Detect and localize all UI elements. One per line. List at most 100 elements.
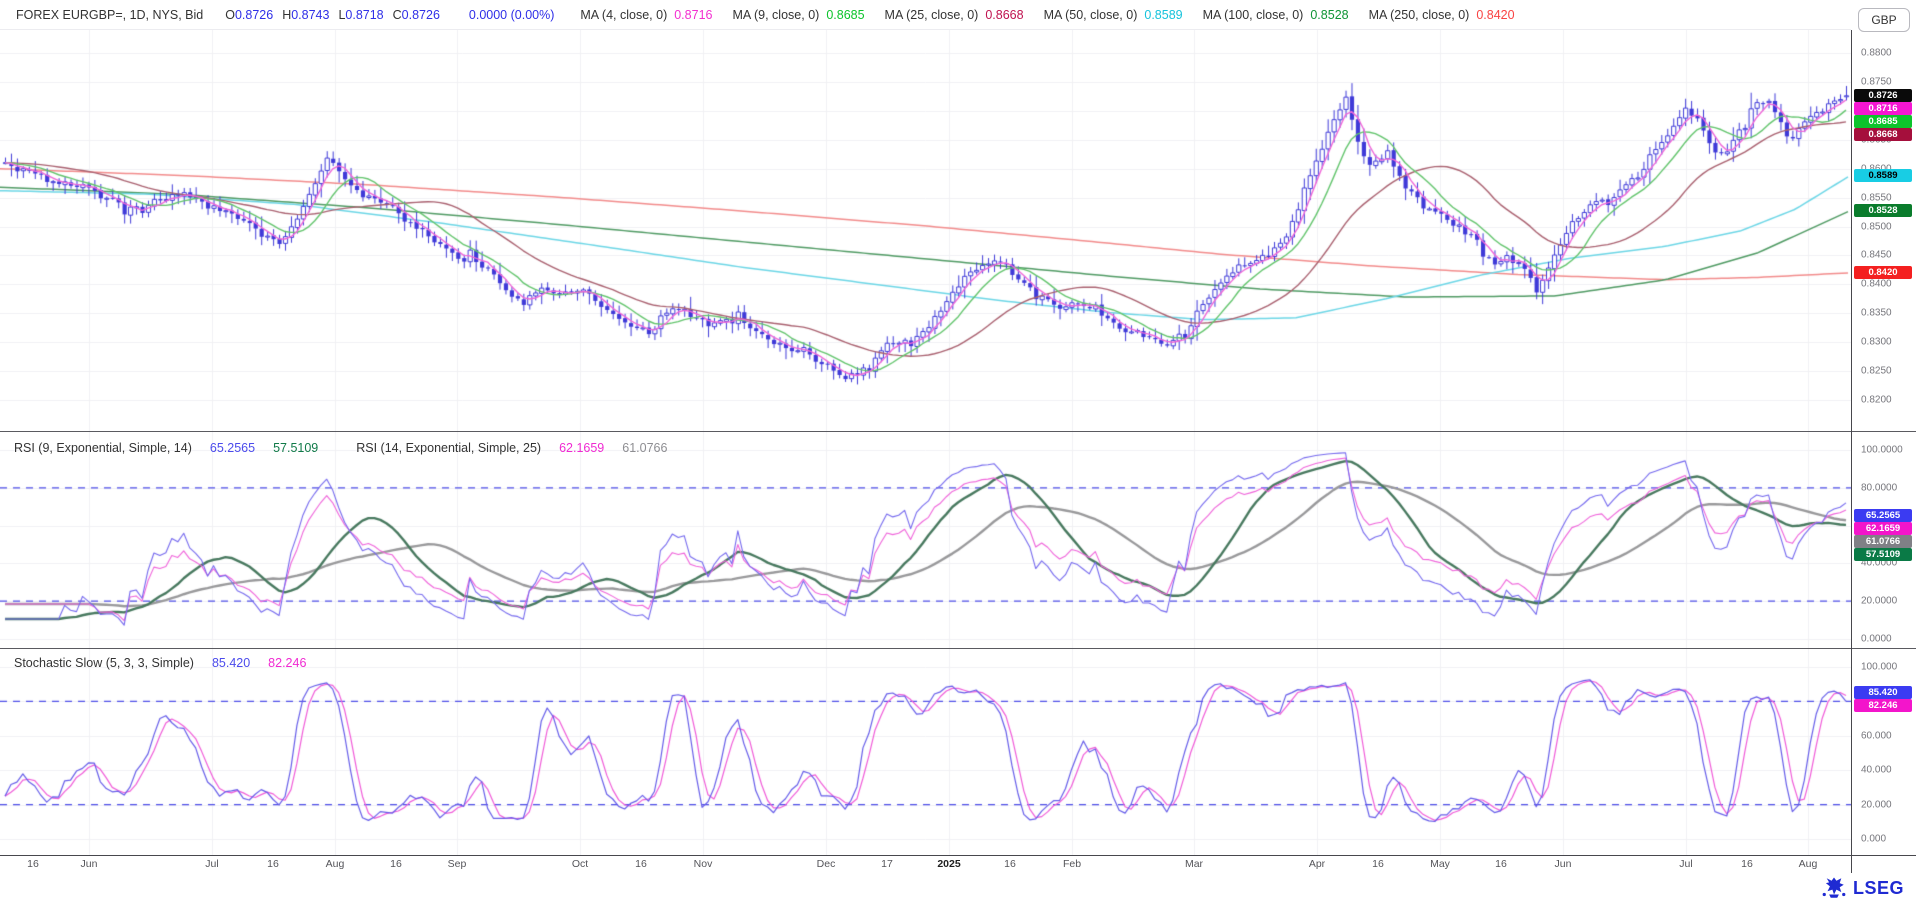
price-tag: 85.420 bbox=[1854, 685, 1912, 699]
price-tag: 0.8716 bbox=[1854, 102, 1912, 116]
time-axis-label: 16 bbox=[27, 858, 39, 870]
indicator-value: 65.2565 bbox=[209, 441, 256, 455]
stoch-panel-title[interactable]: Stochastic Slow (5, 3, 3, Simple) 85.420 8… bbox=[14, 656, 322, 670]
price-tag: 0.8528 bbox=[1854, 203, 1912, 217]
ma-legend-item[interactable]: MA (9, close, 0) 0.8685 bbox=[732, 8, 864, 22]
axis-tick-label: 20.000 bbox=[1861, 799, 1892, 811]
ma-label: MA (25, close, 0) bbox=[884, 7, 979, 22]
change-readout: 0.0000 (0.00%) bbox=[468, 7, 555, 22]
axis-tick-label: 0.8300 bbox=[1861, 336, 1892, 348]
lseg-logo: LSEG bbox=[1821, 876, 1904, 900]
axis-tick-label: 0.8200 bbox=[1861, 394, 1892, 406]
ohlc-letter: L bbox=[338, 7, 346, 22]
time-axis-label: Oct bbox=[571, 858, 589, 870]
ma-legend: MA (4, close, 0) 0.8716 MA (9, close, 0) 0.… bbox=[580, 8, 1534, 22]
indicator-value: 57.5109 bbox=[273, 441, 319, 455]
time-axis-label: Jul bbox=[1679, 858, 1693, 870]
ma-legend-item[interactable]: MA (250, close, 0) 0.8420 bbox=[1369, 8, 1515, 22]
time-axis-label: 17 bbox=[881, 858, 893, 870]
time-axis-label: Mar bbox=[1184, 858, 1204, 870]
time-axis-label: Jun bbox=[80, 858, 98, 870]
time-axis-label: Feb bbox=[1062, 858, 1082, 870]
time-axis-label: Nov bbox=[693, 858, 713, 870]
ma-legend-item[interactable]: MA (100, close, 0) 0.8528 bbox=[1203, 8, 1349, 22]
axis-tick-label: 60.000 bbox=[1861, 730, 1892, 742]
ohlc-letter: C bbox=[392, 7, 402, 22]
price-tag: 65.2565 bbox=[1854, 509, 1912, 523]
axis-tick-label: 80.0000 bbox=[1861, 482, 1898, 494]
panel-separator-1 bbox=[0, 431, 1916, 432]
price-tag: 0.8685 bbox=[1854, 115, 1912, 129]
ma-label: MA (250, close, 0) bbox=[1368, 7, 1470, 22]
ma-label: MA (4, close, 0) bbox=[580, 7, 668, 22]
lseg-logo-text: LSEG bbox=[1852, 877, 1904, 898]
indicator-value: 62.1659 bbox=[559, 441, 605, 455]
chart-header: FOREX EURGBP=, 1D, NYS, Bid O0.8726 H0.87… bbox=[0, 0, 1851, 30]
axis-tick-label: 0.8350 bbox=[1861, 307, 1892, 319]
ma-value: 0.8528 bbox=[1310, 7, 1349, 22]
stoch-values: 85.420 82.246 bbox=[202, 656, 314, 670]
indicator-value: 61.0766 bbox=[622, 441, 668, 455]
ohlc-value: 0.8718 bbox=[345, 7, 384, 22]
axis-tick-label: 0.8400 bbox=[1861, 278, 1892, 290]
axis-tick-label: 20.0000 bbox=[1861, 595, 1898, 607]
price-tag: 0.8668 bbox=[1854, 128, 1912, 142]
panel-separator-2 bbox=[0, 648, 1916, 649]
ohlc-value: 0.8743 bbox=[291, 7, 330, 22]
rsi-title-1: RSI (9, Exponential, Simple, 14) bbox=[14, 441, 192, 455]
time-axis-label: Apr bbox=[1308, 858, 1326, 870]
axis-tick-label: 0.8800 bbox=[1861, 47, 1892, 59]
time-axis-label: 16 bbox=[1495, 858, 1507, 870]
time-axis-label: Sep bbox=[447, 858, 467, 870]
price-tag: 82.246 bbox=[1854, 698, 1912, 712]
ma-legend-item[interactable]: MA (25, close, 0) 0.8668 bbox=[885, 8, 1024, 22]
time-axis-label: Aug bbox=[1798, 858, 1818, 870]
axis-tick-label: 0.8500 bbox=[1861, 221, 1892, 232]
time-axis-label: 16 bbox=[1372, 858, 1384, 870]
axis-tick-label: 0.8450 bbox=[1861, 249, 1892, 261]
ma-value: 0.8420 bbox=[1476, 7, 1515, 22]
time-axis-label: 16 bbox=[635, 858, 647, 870]
price-tag: 57.5109 bbox=[1854, 548, 1912, 562]
ma-value: 0.8668 bbox=[985, 7, 1024, 22]
ma-legend-item[interactable]: MA (50, close, 0) 0.8589 bbox=[1044, 8, 1183, 22]
axis-tick-label: 100.000 bbox=[1861, 661, 1898, 673]
rsi-panel-canvas[interactable] bbox=[0, 431, 1851, 648]
axis-tick-label: 40.000 bbox=[1861, 764, 1892, 776]
axis-tick-label: 0.8550 bbox=[1861, 192, 1892, 204]
axis-tick-label: 100.0000 bbox=[1861, 444, 1903, 456]
ohlc-letter: H bbox=[282, 7, 292, 22]
stoch-panel-canvas[interactable] bbox=[0, 648, 1851, 855]
time-axis-label: 16 bbox=[390, 858, 402, 870]
instrument-label: FOREX EURGBP=, 1D, NYS, Bid bbox=[16, 7, 204, 22]
ma-value: 0.8685 bbox=[826, 7, 865, 22]
time-axis-line bbox=[0, 855, 1916, 856]
ma-value: 0.8589 bbox=[1144, 7, 1183, 22]
rsi-title-2: RSI (14, Exponential, Simple, 25) bbox=[356, 441, 542, 455]
currency-button[interactable]: GBP bbox=[1858, 8, 1910, 32]
ohlc-value: 0.8726 bbox=[401, 7, 440, 22]
stoch-title: Stochastic Slow (5, 3, 3, Simple) bbox=[14, 656, 194, 670]
ohlc-readout: O0.8726 H0.8743 L0.8718 C0.8726 bbox=[225, 8, 449, 22]
price-tag: 61.0766 bbox=[1854, 535, 1912, 549]
axis-tick-label: 40.0000 bbox=[1861, 557, 1898, 569]
price-panel-canvas[interactable] bbox=[0, 30, 1851, 431]
price-tag: 0.8420 bbox=[1854, 266, 1912, 280]
ma-label: MA (100, close, 0) bbox=[1202, 7, 1304, 22]
ohlc-letter: O bbox=[225, 7, 235, 22]
rsi-panel-title[interactable]: RSI (9, Exponential, Simple, 14) 65.2565 5… bbox=[14, 441, 683, 455]
time-axis-label: 16 bbox=[1004, 858, 1016, 870]
rsi-values-2: 62.1659 61.0766 bbox=[549, 441, 675, 455]
ma-label: MA (9, close, 0) bbox=[732, 7, 820, 22]
time-axis-label: Aug bbox=[325, 858, 345, 870]
ma-legend-item[interactable]: MA (4, close, 0) 0.8716 bbox=[580, 8, 712, 22]
price-tag: 0.8589 bbox=[1854, 168, 1912, 182]
time-axis-label: Jul bbox=[205, 858, 219, 870]
rsi-values-1: 65.2565 57.5109 bbox=[200, 441, 326, 455]
price-tag: 0.8726 bbox=[1854, 89, 1912, 103]
time-axis-label: 2025 bbox=[937, 858, 961, 870]
time-axis-label: Jun bbox=[1554, 858, 1572, 870]
lseg-crest-icon bbox=[1822, 877, 1846, 898]
axis-tick-label: 0.8250 bbox=[1861, 365, 1892, 377]
